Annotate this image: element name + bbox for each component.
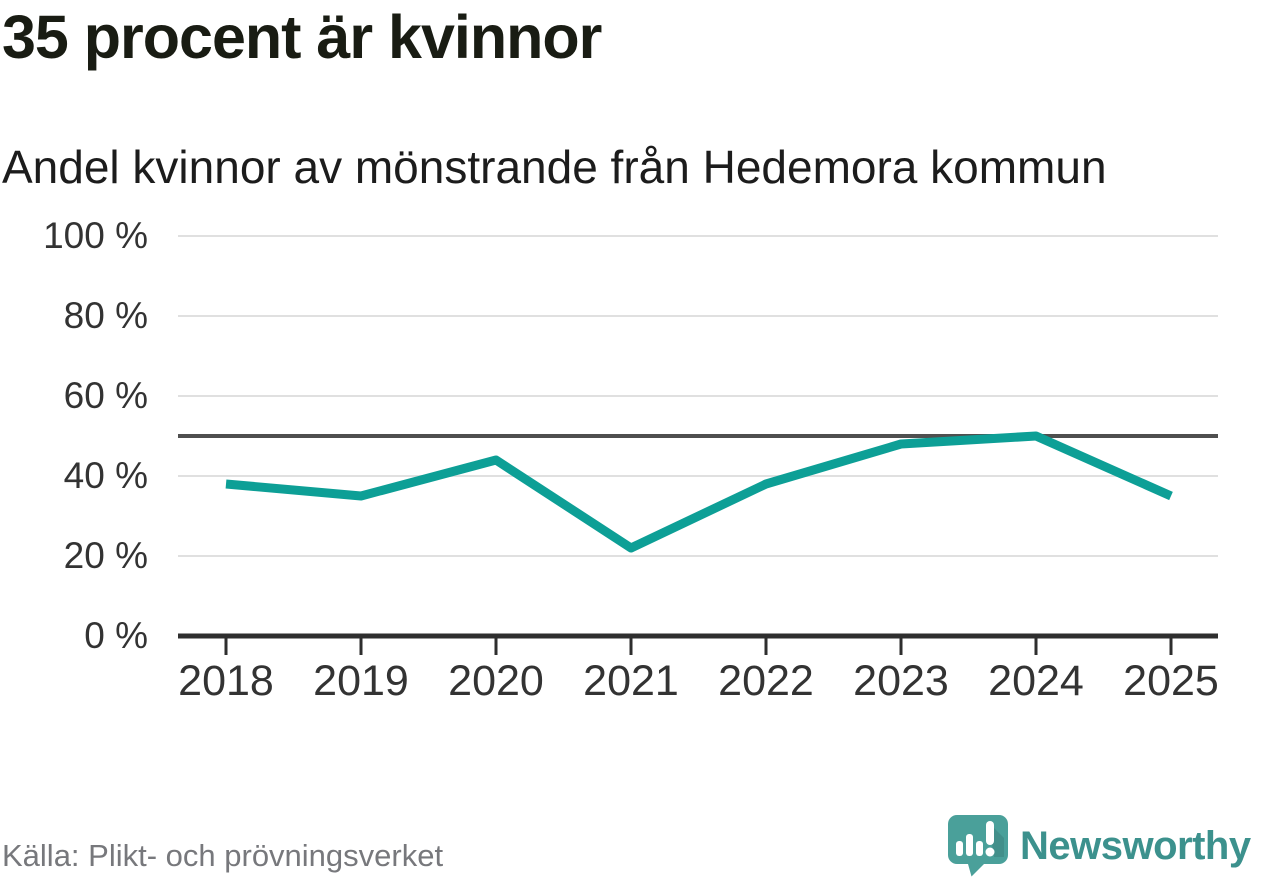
y-axis-label: 80 % — [63, 295, 148, 336]
y-axis-label: 20 % — [63, 535, 148, 576]
x-axis-label: 2023 — [853, 657, 949, 705]
y-axis-label: 0 % — [84, 615, 148, 656]
line-chart-canvas — [178, 235, 1218, 655]
source-note: Källa: Plikt- och prövningsverket — [2, 838, 444, 873]
x-axis-label: 2025 — [1123, 657, 1219, 705]
x-axis-label: 2024 — [988, 657, 1084, 705]
x-axis-label: 2021 — [583, 657, 679, 705]
speech-bubble-bar-chart-icon — [948, 815, 1008, 877]
newsworthy-wordmark: Newsworthy — [1020, 823, 1251, 868]
y-axis-label: 100 % — [43, 215, 148, 256]
y-axis-label: 40 % — [63, 455, 148, 496]
x-axis-label: 2018 — [178, 657, 274, 705]
data-line — [225, 431, 1173, 553]
x-axis-label: 2019 — [313, 657, 409, 705]
newsworthy-logo: Newsworthy — [947, 814, 1251, 877]
chart-subtitle: Andel kvinnor av mönstrande från Hedemor… — [2, 141, 1107, 193]
headline: 35 procent är kvinnor — [2, 3, 602, 71]
y-axis-label: 60 % — [63, 375, 148, 416]
line-chart: 0 % 20 % 40 % 60 % 80 % 100 % 2018 2019 2020 202… — [0, 200, 1262, 720]
x-axis-label: 2020 — [448, 657, 544, 705]
x-axis-label: 2022 — [718, 657, 814, 705]
